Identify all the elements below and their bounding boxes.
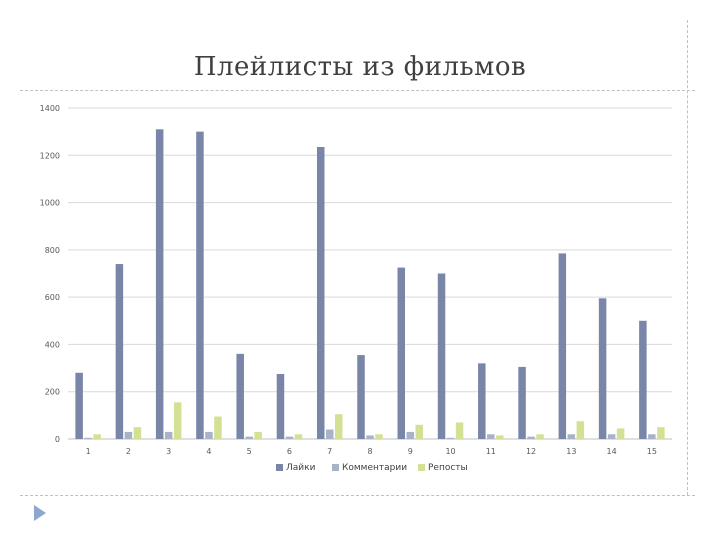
- bar: [375, 434, 383, 439]
- bar: [657, 427, 665, 439]
- bar: [334, 414, 343, 439]
- bar: [115, 264, 124, 439]
- bar: [316, 147, 325, 439]
- bar: [478, 363, 486, 439]
- bar: [276, 373, 285, 439]
- bar: [536, 434, 544, 439]
- bar: [196, 131, 204, 439]
- bar: [93, 434, 101, 439]
- bar: [607, 434, 616, 439]
- bar: [294, 434, 303, 439]
- bar: [124, 431, 133, 439]
- bar: [245, 436, 253, 439]
- y-tick-label: 1400: [40, 104, 60, 113]
- bar: [446, 437, 455, 439]
- bar: [164, 431, 173, 439]
- x-tick-label: 7: [327, 447, 332, 456]
- bar: [576, 421, 585, 439]
- bar: [527, 436, 535, 439]
- x-tick-label: 5: [247, 447, 252, 456]
- legend-swatch: [276, 464, 283, 471]
- bar: [567, 434, 576, 439]
- bar: [285, 436, 294, 439]
- bar: [487, 434, 495, 439]
- y-tick-label: 600: [45, 293, 60, 302]
- slide-title: Плейлисты из фильмов: [193, 52, 527, 82]
- y-tick-label: 1200: [40, 151, 60, 160]
- x-tick-label: 9: [408, 447, 413, 456]
- bar: [75, 372, 83, 439]
- bar: [648, 434, 656, 439]
- bar: [254, 431, 262, 439]
- slide-border-right: [687, 20, 688, 495]
- x-tick-label: 15: [647, 447, 657, 456]
- bar: [366, 435, 374, 439]
- bar: [133, 427, 142, 439]
- x-tick-label: 3: [166, 447, 171, 456]
- x-tick-label: 1: [86, 447, 91, 456]
- bar: [84, 437, 92, 439]
- bar: [616, 428, 625, 439]
- legend-swatch: [332, 464, 339, 471]
- bar: [639, 320, 647, 439]
- next-slide-arrow-icon[interactable]: [34, 505, 46, 521]
- x-tick-label: 10: [445, 447, 455, 456]
- y-tick-label: 800: [45, 246, 60, 255]
- bar: [155, 129, 164, 439]
- legend-label: Лайки: [286, 463, 316, 473]
- legend-swatch: [418, 464, 425, 471]
- bar: [236, 353, 244, 439]
- bar: [173, 402, 182, 439]
- y-tick-label: 200: [45, 388, 60, 397]
- y-tick-label: 0: [55, 435, 60, 444]
- slide-border-bottom: [20, 495, 695, 496]
- x-tick-label: 2: [126, 447, 131, 456]
- x-tick-label: 14: [607, 447, 617, 456]
- bar: [455, 422, 464, 439]
- bar: [598, 298, 607, 439]
- bar: [496, 435, 504, 439]
- bar: [397, 267, 406, 439]
- bar: [325, 429, 334, 439]
- y-tick-label: 1000: [40, 199, 60, 208]
- bar: [415, 424, 424, 439]
- legend: Лайки Комментарии Репосты: [276, 463, 468, 473]
- x-tick-label: 6: [287, 447, 292, 456]
- bars-layer: [75, 129, 665, 439]
- bar: [437, 273, 446, 439]
- bar: [205, 431, 213, 439]
- x-tick-label: 8: [367, 447, 372, 456]
- bar: [558, 253, 567, 439]
- slide-border-top: [20, 90, 695, 91]
- x-tick-label: 11: [486, 447, 496, 456]
- y-tick-label: 400: [45, 340, 60, 349]
- x-tick-label: 13: [566, 447, 576, 456]
- bar: [406, 431, 415, 439]
- bar: [518, 366, 526, 439]
- legend-label: Репосты: [428, 463, 468, 473]
- bar: [357, 355, 365, 439]
- bar: [214, 416, 222, 439]
- x-tick-label: 12: [526, 447, 536, 456]
- legend-label: Комментарии: [342, 463, 407, 473]
- x-tick-label: 4: [206, 447, 211, 456]
